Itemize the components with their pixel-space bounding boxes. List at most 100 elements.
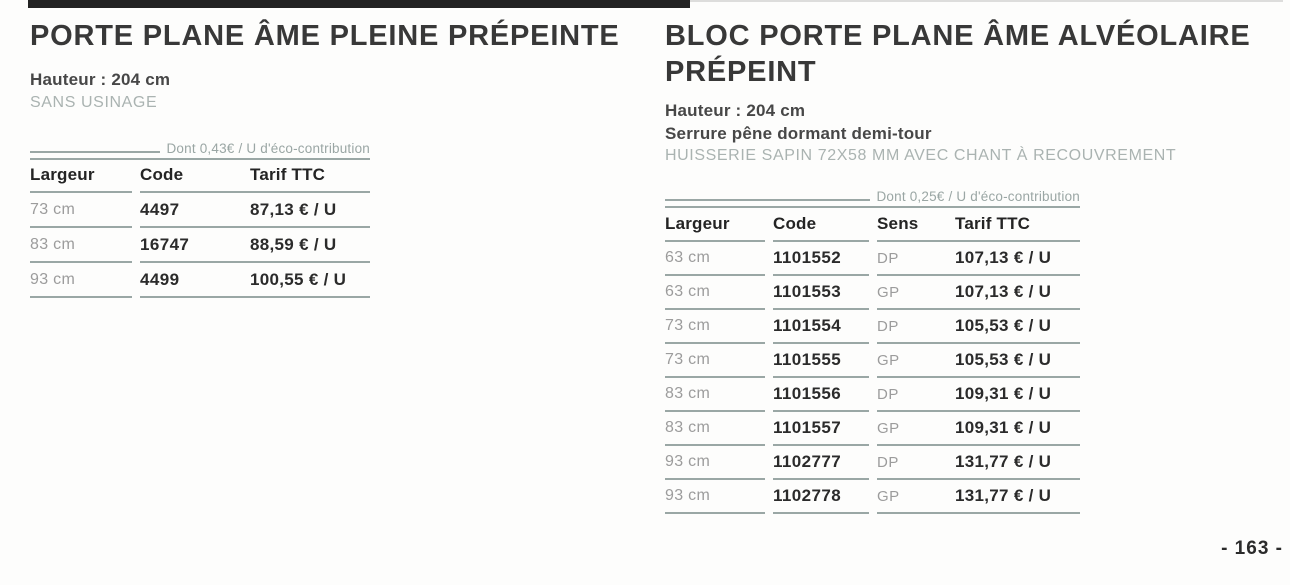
header-label: Code: [773, 214, 817, 233]
left-eco-note: Dont 0,43€ / U d'éco-contribution: [166, 141, 370, 156]
tarif-value: 107,13 € / U: [955, 282, 1052, 301]
code-cell: 1101552: [773, 242, 869, 276]
largeur-cell: 83 cm: [30, 228, 132, 263]
sens-tarif-cell: DP 131,77 € / U: [877, 446, 1080, 480]
largeur-value: 63 cm: [665, 249, 711, 266]
tarif-value: 131,77 € / U: [955, 452, 1052, 471]
tarif-value: 105,53 € / U: [955, 316, 1052, 335]
sens-tarif-cell: GP 109,31 € / U: [877, 412, 1080, 446]
right-table-header: Largeur Code Sens Tarif TTC: [665, 208, 1080, 242]
sens-value: GP: [877, 487, 900, 505]
code-value: 1101554: [773, 316, 842, 335]
table-row: 83 cm 1101556 DP 109,31 € / U: [665, 378, 1080, 412]
code-cell: 1101554: [773, 310, 869, 344]
left-table-header: Largeur Code Tarif TTC: [30, 160, 370, 193]
code-value: 16747: [140, 234, 190, 254]
sens-tarif-cell: DP 107,13 € / U: [877, 242, 1080, 276]
tarif-value: 105,53 € / U: [955, 350, 1052, 369]
tarif-value: 100,55 € / U: [250, 269, 347, 289]
largeur-value: 83 cm: [665, 385, 711, 402]
code-value: 1101557: [773, 418, 842, 437]
left-table-rows: 73 cm 4497 87,13 € / U 83 cm 16747 88,59…: [30, 193, 370, 298]
header-label: Sens: [877, 214, 919, 233]
largeur-value: 73 cm: [665, 351, 711, 368]
table-row: 83 cm 16747 88,59 € / U: [30, 228, 370, 263]
table-row: 63 cm 1101552 DP 107,13 € / U: [665, 242, 1080, 276]
sens-tarif-cell: GP 105,53 € / U: [877, 344, 1080, 378]
header-label: Largeur: [665, 214, 730, 233]
code-cell: 1101553: [773, 276, 869, 310]
code-value: 1102777: [773, 452, 842, 471]
table-row: 93 cm 1102778 GP 131,77 € / U: [665, 480, 1080, 514]
largeur-cell: 63 cm: [665, 242, 765, 276]
code-tarif-cell: 16747 88,59 € / U: [140, 228, 370, 263]
right-eco-row: Dont 0,25€ / U d'éco-contribution: [665, 180, 1080, 208]
sens-tarif-cell: GP 131,77 € / U: [877, 480, 1080, 514]
code-cell: 1101557: [773, 412, 869, 446]
sens-value: GP: [877, 351, 900, 369]
table-row: 73 cm 1101554 DP 105,53 € / U: [665, 310, 1080, 344]
header-label: Code: [140, 165, 184, 184]
right-price-table: Dont 0,25€ / U d'éco-contribution Largeu…: [665, 180, 1080, 514]
code-value: 1102778: [773, 486, 842, 505]
eco-leader-line: [665, 199, 871, 201]
eco-leader-line: [30, 151, 161, 153]
largeur-value: 93 cm: [665, 453, 711, 470]
largeur-value: 83 cm: [665, 419, 711, 436]
right-product-title: BLOC PORTE PLANE ÂME ALVÉOLAIRE PRÉPEINT: [665, 20, 1251, 88]
sens-value: GP: [877, 283, 900, 301]
largeur-value: 63 cm: [665, 283, 711, 300]
header-label: Tarif TTC: [955, 214, 1031, 233]
header-cell-largeur: Largeur: [30, 160, 132, 193]
largeur-value: 93 cm: [30, 270, 76, 288]
header-label: Tarif TTC: [250, 165, 326, 184]
sens-value: DP: [877, 249, 899, 267]
tarif-value: 131,77 € / U: [955, 486, 1052, 505]
tarif-value: 107,13 € / U: [955, 248, 1052, 267]
code-tarif-cell: 4499 100,55 € / U: [140, 263, 370, 298]
left-price-table: Dont 0,43€ / U d'éco-contribution Largeu…: [30, 132, 370, 298]
header-cell-sens-tarif: Sens Tarif TTC: [877, 208, 1080, 242]
table-row: 73 cm 1101555 GP 105,53 € / U: [665, 344, 1080, 378]
header-cell-largeur: Largeur: [665, 208, 765, 242]
largeur-value: 73 cm: [665, 317, 711, 334]
header-cell-code-tarif: Code Tarif TTC: [140, 160, 370, 193]
largeur-cell: 83 cm: [665, 378, 765, 412]
table-row: 63 cm 1101553 GP 107,13 € / U: [665, 276, 1080, 310]
largeur-cell: 93 cm: [665, 480, 765, 514]
code-value: 1101555: [773, 350, 842, 369]
table-row: 93 cm 4499 100,55 € / U: [30, 263, 370, 298]
code-value: 4497: [140, 199, 180, 219]
sens-tarif-cell: GP 107,13 € / U: [877, 276, 1080, 310]
code-value: 1101553: [773, 282, 842, 301]
largeur-cell: 63 cm: [665, 276, 765, 310]
sens-value: DP: [877, 453, 899, 471]
sens-tarif-cell: DP 109,31 € / U: [877, 378, 1080, 412]
largeur-value: 73 cm: [30, 200, 76, 218]
right-lock-label: Serrure pêne dormant demi-tour: [665, 124, 932, 143]
header-label: Largeur: [30, 165, 95, 184]
table-row: 73 cm 4497 87,13 € / U: [30, 193, 370, 228]
tarif-value: 88,59 € / U: [250, 234, 337, 254]
largeur-cell: 83 cm: [665, 412, 765, 446]
header-cell-code: Code: [773, 208, 869, 242]
largeur-cell: 93 cm: [30, 263, 132, 298]
code-value: 1101556: [773, 384, 842, 403]
code-cell: 1101556: [773, 378, 869, 412]
code-tarif-cell: 4497 87,13 € / U: [140, 193, 370, 228]
largeur-cell: 93 cm: [665, 446, 765, 480]
right-height-label: Hauteur : 204 cm: [665, 101, 806, 120]
tarif-value: 109,31 € / U: [955, 384, 1052, 403]
left-height-label: Hauteur : 204 cm: [30, 70, 171, 89]
sens-value: DP: [877, 317, 899, 335]
tarif-value: 87,13 € / U: [250, 199, 337, 219]
code-cell: 1102778: [773, 480, 869, 514]
code-cell: 1102777: [773, 446, 869, 480]
sens-value: GP: [877, 419, 900, 437]
largeur-cell: 73 cm: [30, 193, 132, 228]
table-row: 93 cm 1102777 DP 131,77 € / U: [665, 446, 1080, 480]
page-number: - 163 -: [1221, 538, 1283, 559]
left-eco-row: Dont 0,43€ / U d'éco-contribution: [30, 132, 370, 160]
left-subtitle: SANS USINAGE: [30, 94, 158, 111]
